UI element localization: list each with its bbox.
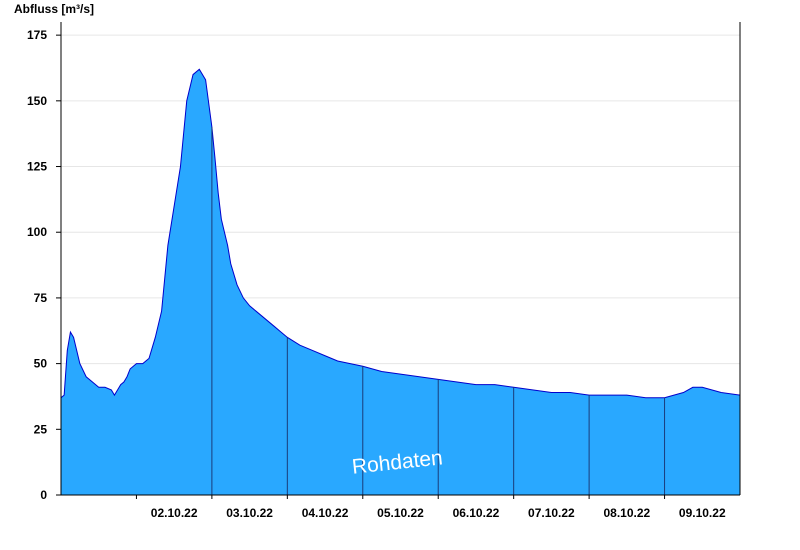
discharge-area	[61, 69, 740, 496]
y-tick-label: 75	[34, 291, 48, 305]
y-tick-label: 150	[27, 94, 47, 108]
x-tick-label: 05.10.22	[377, 506, 424, 520]
day-separators	[211, 127, 666, 495]
y-ticks: 0 25 50 75 100 125 150 175	[27, 28, 61, 502]
y-tick-label: 100	[27, 225, 47, 239]
discharge-line	[60, 68, 741, 399]
y-tick-label: 0	[40, 488, 47, 502]
x-tick-label: 08.10.22	[603, 506, 650, 520]
y-tick-label: 25	[34, 422, 48, 436]
y-axis-title: Abfluss [m³/s]	[14, 2, 94, 16]
y-tick-label: 50	[34, 357, 48, 371]
x-tick-label: 06.10.22	[453, 506, 500, 520]
x-ticks: 02.10.22 03.10.22 04.10.22 05.10.22 06.10.22…	[135, 495, 726, 520]
x-tick-label: 03.10.22	[226, 506, 273, 520]
x-tick-label: 02.10.22	[151, 506, 198, 520]
area-layer	[60, 68, 741, 496]
x-tick-label: 09.10.22	[679, 506, 726, 520]
y-tick-label: 125	[27, 160, 47, 174]
x-tick-label: 04.10.22	[302, 506, 349, 520]
y-tick-label: 175	[27, 28, 47, 42]
x-tick-label: 07.10.22	[528, 506, 575, 520]
